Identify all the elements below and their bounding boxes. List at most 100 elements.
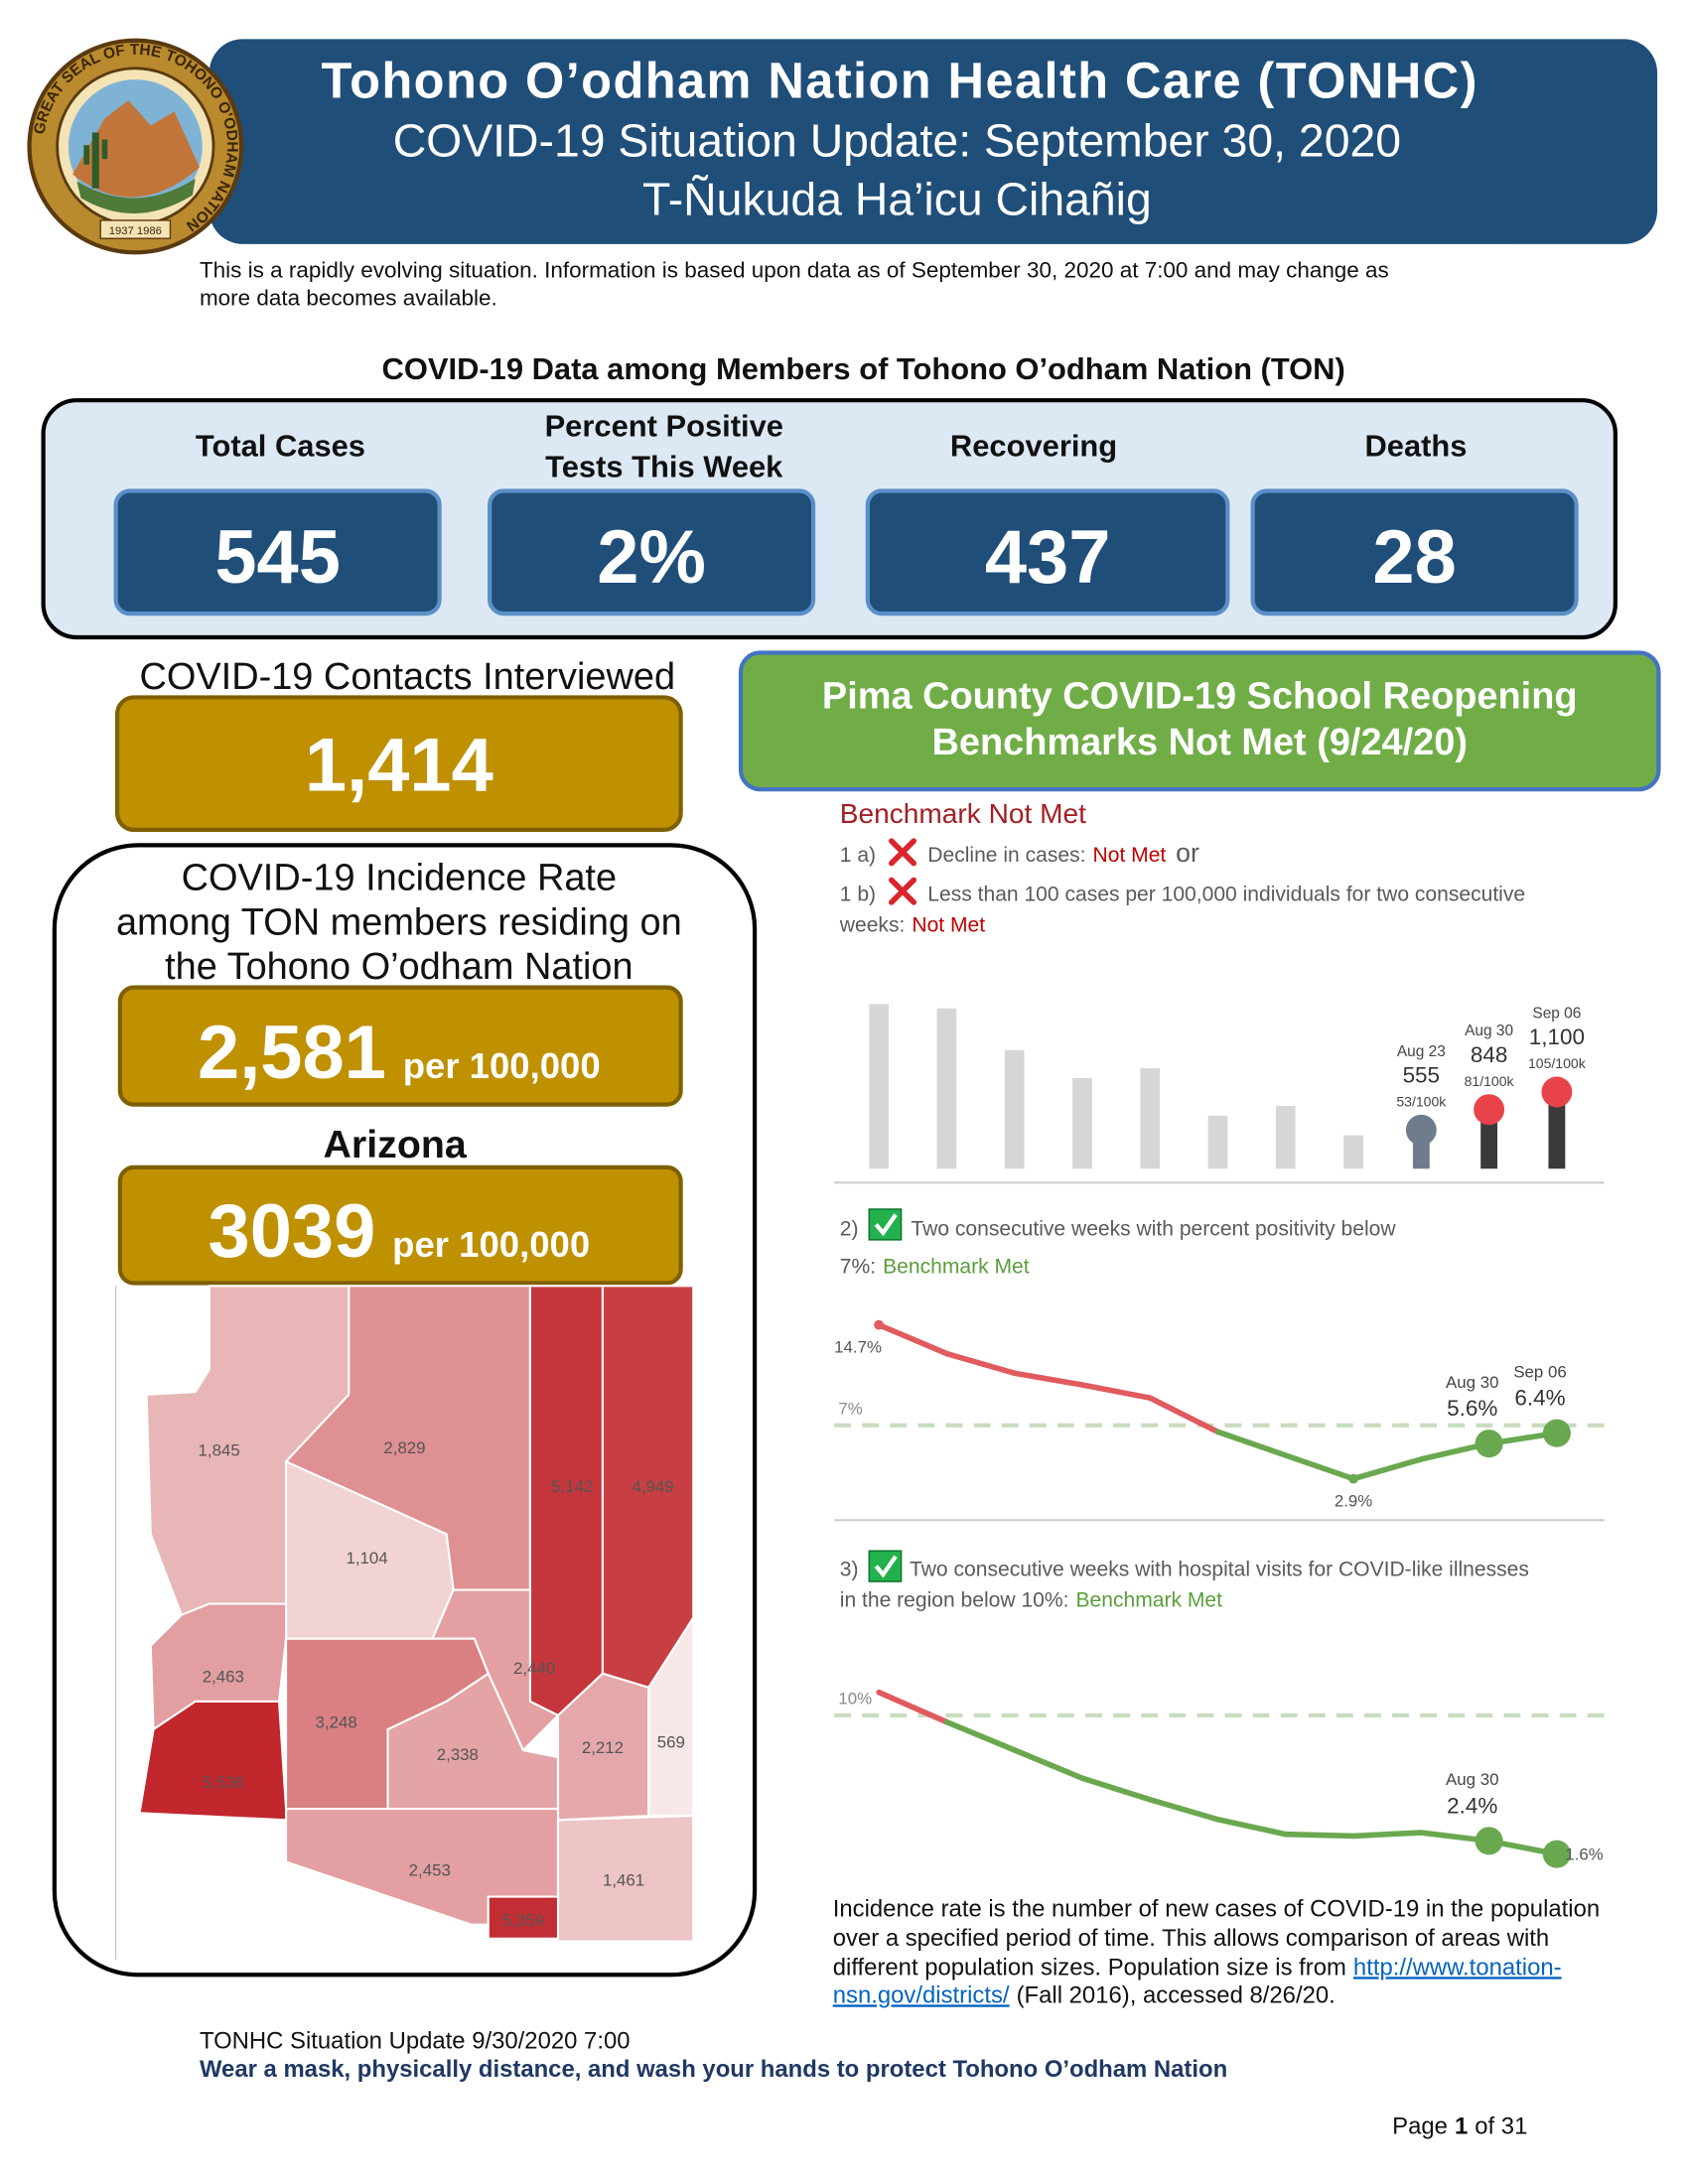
lollipop-stem: [1548, 1092, 1566, 1169]
lollipop-head: [1474, 1094, 1505, 1126]
arizona-value-line: 3039 per 100,000: [209, 1189, 591, 1274]
bar: [869, 1004, 889, 1169]
stat-value: 437: [985, 515, 1111, 600]
page-number: Page 1 of 31: [1392, 2113, 1527, 2139]
item-text: Decline in cases:: [927, 844, 1085, 867]
line-segment: [943, 1718, 1018, 1753]
banner-text: Pima County COVID-19 School Reopening: [822, 676, 1578, 718]
seal-years: 1937 1986: [109, 225, 162, 237]
x-icon: [888, 877, 917, 905]
county: [528, 1285, 605, 1717]
seal: GREAT SEAL OF THE TOHONO O'ODHAM NATION …: [27, 38, 244, 255]
rate-label: 53/100k: [1396, 1093, 1447, 1109]
footer-line: TONHC Situation Update 9/30/2020 7:00: [200, 2028, 631, 2055]
value-label: 6.4%: [1514, 1386, 1565, 1411]
stat-box: [865, 488, 1230, 616]
line-segment: [1079, 1775, 1154, 1803]
lollipop-head: [1405, 1114, 1437, 1146]
county-label: 2,212: [582, 1738, 624, 1757]
bar: [1343, 1135, 1363, 1169]
line-segment: [1214, 1816, 1289, 1838]
stat-label: Recovering: [950, 428, 1117, 463]
arizona-box: [117, 1164, 683, 1286]
bar: [1140, 1068, 1161, 1169]
incidence-unit: per 100,000: [403, 1045, 601, 1086]
item-result: Not Met: [912, 913, 985, 936]
contacts-heading: COVID-19 Contacts Interviewed: [139, 656, 675, 698]
footnote: (Fall 2016), accessed 8/26/20.: [1017, 1981, 1336, 2008]
value-label: 14.7%: [834, 1338, 882, 1357]
point: [874, 1319, 885, 1330]
lollipop-stem: [1480, 1109, 1498, 1169]
footer-slogan: Wear a mask, physically distance, and wa…: [200, 2056, 1227, 2083]
bar: [1275, 1106, 1296, 1169]
stat-label: Total Cases: [196, 428, 365, 463]
category-label: Sep 06: [1513, 1362, 1566, 1381]
disclaimer: more data becomes available.: [200, 286, 497, 311]
footnote-link[interactable]: http://www.tonation-: [1353, 1954, 1562, 1980]
footnote: different population sizes. Population s…: [833, 1954, 1346, 1980]
line-segment: [876, 1321, 950, 1357]
incidence-heading: COVID-19 Incidence Rate: [182, 857, 617, 898]
arizona-map: 1,845 2,829 5,142 4,949 1,104 2,463 2,440 3,248…: [138, 1285, 695, 1943]
item-result: Not Met: [1093, 844, 1167, 867]
arizona-unit: per 100,000: [392, 1224, 590, 1265]
county-label: 5,359: [502, 1911, 544, 1930]
rate-label: 105/100k: [1528, 1055, 1587, 1071]
point: [1475, 1430, 1503, 1458]
county-label: 2,829: [383, 1438, 425, 1457]
item-text: Two consecutive weeks with percent posit…: [911, 1218, 1396, 1241]
item-text: in the region below 10%: Benchmark Met: [840, 1588, 1222, 1611]
category-label: Aug 30: [1446, 1770, 1498, 1789]
stat-value: 545: [214, 515, 341, 600]
stat-value: 28: [1372, 515, 1456, 600]
stats: Total Cases 545 Percent Positive Tests This…: [113, 409, 1579, 616]
arizona-value: 3039: [209, 1189, 376, 1274]
line-segment: [1011, 1370, 1085, 1388]
threshold-label: 10%: [838, 1690, 872, 1708]
lollipop-head: [1541, 1076, 1573, 1108]
line-segment: [943, 1350, 1018, 1377]
check-icon: [868, 1550, 903, 1582]
item-text: Less than 100 cases per 100,000 individu…: [927, 884, 1525, 906]
item-num: 3): [840, 1558, 859, 1580]
value-label: 2.9%: [1335, 1492, 1372, 1511]
line-segment: [1147, 1796, 1221, 1823]
point: [1348, 1473, 1358, 1484]
stat-box: [113, 488, 442, 616]
item-result: Benchmark Met: [883, 1256, 1030, 1279]
page-suffix: of 31: [1475, 2113, 1527, 2139]
county-label: 1,845: [199, 1441, 240, 1460]
line-segment: [1147, 1395, 1221, 1435]
point: [1542, 1840, 1571, 1868]
stat-value: 2%: [597, 515, 706, 600]
county-label: 1,104: [346, 1549, 387, 1568]
value-label: 1,100: [1529, 1024, 1585, 1049]
item-num: 1 a): [840, 844, 876, 867]
contacts-box: [114, 695, 683, 832]
line-segment: [1079, 1382, 1154, 1401]
footnote-link[interactable]: nsn.gov/districts/: [833, 1981, 1010, 2008]
line-segment: [1350, 1830, 1425, 1840]
value-label: 848: [1471, 1042, 1508, 1067]
header-banner: [209, 39, 1658, 244]
item-text: Two consecutive weeks with hospital visi…: [910, 1558, 1529, 1580]
point: [1475, 1827, 1503, 1855]
item-num: 2): [840, 1218, 859, 1241]
county-label: 3,248: [316, 1713, 357, 1732]
section-heading: COVID-19 Data among Members of Tohono O’…: [382, 351, 1345, 386]
page-prefix: Page: [1392, 2113, 1448, 2139]
incidence-heading: among TON members residing on: [116, 901, 682, 943]
incidence-value: 2,581: [198, 1011, 386, 1095]
threshold-label: 7%: [838, 1400, 862, 1419]
bar: [1207, 1115, 1228, 1169]
category-label: Aug 30: [1465, 1023, 1513, 1039]
line-segment: [1214, 1429, 1289, 1458]
banner-text: Benchmarks Not Met (9/24/20): [931, 722, 1468, 763]
stat-label: Deaths: [1364, 428, 1467, 463]
footnote: over a specified period of time. This al…: [833, 1925, 1549, 1952]
item-text: 7%: Benchmark Met: [840, 1256, 1030, 1279]
stat-box: [1250, 488, 1579, 616]
